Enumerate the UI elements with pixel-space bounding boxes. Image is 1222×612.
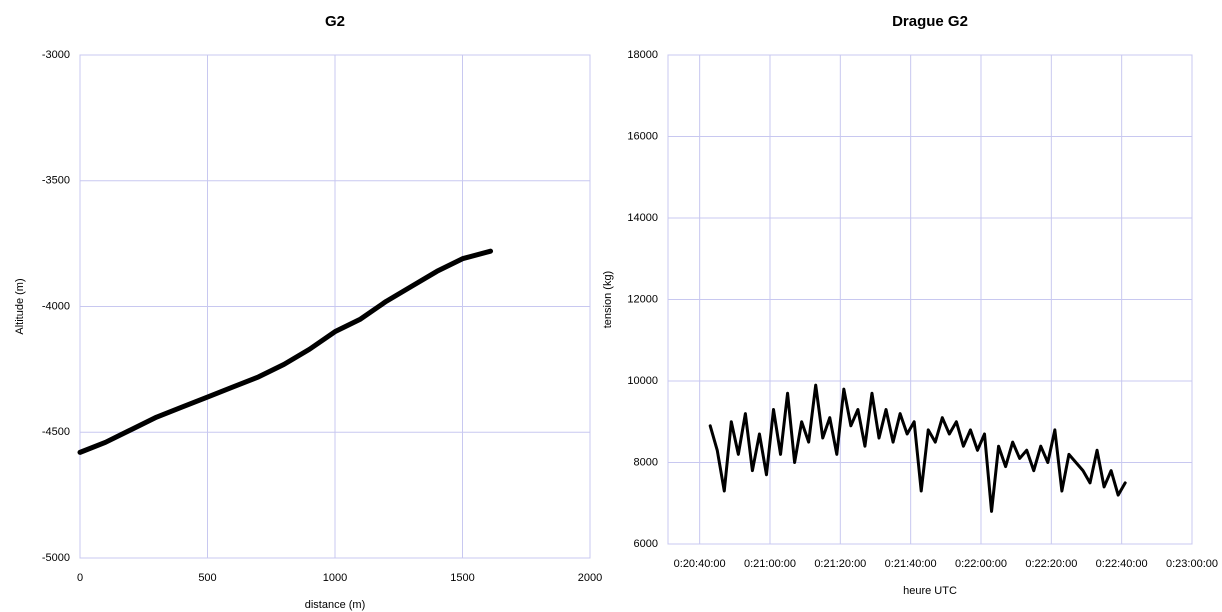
y-tick-label: -4000 [42,300,70,312]
chart-title: Drague G2 [892,13,968,30]
y-tick-label: 10000 [627,375,658,387]
y-axis-title: Altitude (m) [14,278,26,334]
x-tick-label: 0:22:00:00 [955,558,1007,570]
y-tick-label: -5000 [42,552,70,564]
x-tick-label: 2000 [578,572,602,584]
y-tick-label: 16000 [627,130,658,142]
x-tick-label: 0:21:20:00 [814,558,866,570]
data-line [77,248,494,455]
y-tick-label: 6000 [634,538,658,550]
y-tick-label: 14000 [627,212,658,224]
x-tick-label: 1500 [450,572,474,584]
x-tick-label: 0:20:40:00 [674,558,726,570]
x-tick-label: 0:23:00:00 [1166,558,1218,570]
y-tick-label: 12000 [627,293,658,305]
x-tick-label: 0 [77,572,83,584]
x-tick-label: 1000 [323,572,347,584]
y-tick-label: -3000 [42,49,70,61]
y-tick-label: 18000 [627,49,658,61]
x-axis-title: heure UTC [903,585,957,597]
chart-title: G2 [325,13,345,30]
plot-frame [79,54,591,559]
y-axis-title: tension (kg) [602,271,614,328]
x-tick-label: 0:22:40:00 [1096,558,1148,570]
y-tick-label: 8000 [634,456,658,468]
x-tick-label: 0:21:00:00 [744,558,796,570]
plot-frame [667,54,1193,545]
x-tick-label: 500 [198,572,216,584]
x-axis-title: distance (m) [305,599,366,611]
x-tick-label: 0:22:20:00 [1025,558,1077,570]
y-tick-label: -4500 [42,426,70,438]
data-line [708,383,1127,513]
y-tick-label: -3500 [42,175,70,187]
x-tick-label: 0:21:40:00 [885,558,937,570]
